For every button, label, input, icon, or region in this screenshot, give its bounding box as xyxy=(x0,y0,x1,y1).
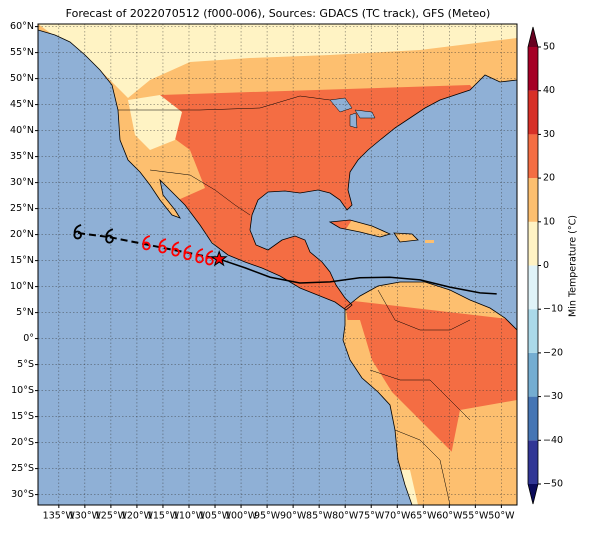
current-position xyxy=(210,250,228,267)
lake xyxy=(349,112,358,129)
colorbar-band xyxy=(528,265,538,310)
colorbar-tick-label: −50 xyxy=(543,479,563,490)
colorbar: −50 −40 −30 −20 −10 0 10 20 30 40 50 xyxy=(527,26,563,505)
y-tick-label: 15°N xyxy=(10,255,34,266)
x-tick-label: 60°W xyxy=(436,511,463,522)
x-tick-label: 115°W xyxy=(147,511,180,522)
colorbar-band xyxy=(528,178,538,222)
y-tick-label: 5°S xyxy=(17,359,34,370)
cyclone-symbol xyxy=(105,228,114,244)
plot-frame xyxy=(37,23,518,506)
cool-region xyxy=(128,95,182,150)
y-tick-label: 10°S xyxy=(11,385,34,396)
colorbar-band xyxy=(528,134,538,179)
y-tick-label: 20°S xyxy=(11,437,34,448)
x-tick-label: 50°W xyxy=(488,511,515,522)
colorbar-band xyxy=(528,352,538,397)
y-tick-label: 0° xyxy=(23,333,34,344)
colorbar-extend-max xyxy=(528,27,538,47)
colorbar-band xyxy=(528,47,538,91)
colorbar-tick-label: 10 xyxy=(543,216,555,227)
y-tick-label: 30°N xyxy=(10,177,34,188)
y-tick-label: 20°N xyxy=(10,229,34,240)
x-tick-label: 130°W xyxy=(69,511,102,522)
map-area xyxy=(38,24,517,505)
colorbar-band xyxy=(528,309,538,353)
y-tick-label: 55°N xyxy=(10,47,34,58)
y-tick-label: 50°N xyxy=(10,73,34,84)
colorbar-band xyxy=(528,90,538,135)
colorbar-tick-label: −10 xyxy=(543,304,563,315)
border xyxy=(369,369,471,421)
y-tick-label: 25°S xyxy=(11,463,34,474)
colorbar-tick-label: 20 xyxy=(543,173,555,184)
coastline xyxy=(342,281,517,505)
border xyxy=(118,95,331,111)
past-track xyxy=(77,232,110,239)
colorbar-tick-label: −40 xyxy=(543,435,563,446)
y-tick-label: 45°N xyxy=(10,99,34,110)
storm-track xyxy=(73,224,497,295)
y-tick-label: 10°N xyxy=(10,281,34,292)
axes: 135°W130°W125°W120°W115°W110°W105°W100°W… xyxy=(10,21,515,521)
x-tick-label: 65°W xyxy=(410,511,437,522)
x-tick-label: 90°W xyxy=(280,511,307,522)
coastline xyxy=(328,219,392,238)
title: Forecast of 2022070512 (f000-006), Sourc… xyxy=(66,7,491,20)
cyclone-symbol xyxy=(158,238,167,254)
border xyxy=(394,429,451,505)
x-tick-label: 80°W xyxy=(332,511,359,522)
x-tick-label: 105°W xyxy=(199,511,232,522)
lakes xyxy=(329,97,376,129)
cyclone-symbol xyxy=(183,244,192,261)
y-tick-label: 40°N xyxy=(10,125,34,136)
colorbar-band xyxy=(528,440,538,484)
x-tick-label: 125°W xyxy=(95,511,128,522)
x-tick-label: 55°W xyxy=(462,511,489,522)
x-tick-label: 120°W xyxy=(121,511,154,522)
grid xyxy=(38,24,517,505)
colorbar-tick-label: −30 xyxy=(543,391,563,402)
y-tick-label: 35°N xyxy=(10,151,34,162)
colorbar-tick-label: 0 xyxy=(543,260,549,271)
land-region xyxy=(440,400,517,505)
y-tick-label: 5°N xyxy=(16,307,34,318)
colorbar-extend-min xyxy=(528,484,538,504)
x-tick-label: 95°W xyxy=(254,511,281,522)
y-tick-label: 25°N xyxy=(10,203,34,214)
y-tick-label: 60°N xyxy=(10,21,34,32)
colorbar-tick-label: 30 xyxy=(543,129,555,140)
colorbar-tick-label: 50 xyxy=(543,42,555,53)
cyclone-symbol xyxy=(142,235,151,251)
border xyxy=(377,289,471,331)
x-tick-label: 85°W xyxy=(306,511,333,522)
colorbar-tick-label: −20 xyxy=(543,347,563,358)
coastline xyxy=(393,232,419,243)
x-tick-label: 135°W xyxy=(43,511,76,522)
lake xyxy=(354,109,376,119)
lake xyxy=(329,97,353,113)
colorbar-band xyxy=(528,396,538,441)
colorbar-label: Min Temperature (°C) xyxy=(568,215,579,317)
colorbar-band xyxy=(528,221,538,266)
colorbar-tick-label: 40 xyxy=(543,85,555,96)
cyclone-symbol xyxy=(73,224,82,240)
coastline xyxy=(38,24,517,311)
x-tick-label: 110°W xyxy=(173,511,206,522)
y-tick-label: 30°S xyxy=(11,489,34,500)
x-tick-label: 70°W xyxy=(384,511,411,522)
y-tick-label: 15°S xyxy=(11,411,34,422)
cyclone-symbol xyxy=(205,250,214,266)
cyclone-symbol xyxy=(195,248,204,264)
x-tick-label: 75°W xyxy=(358,511,385,522)
forecast-trajectory xyxy=(218,258,497,295)
x-tick-label: 100°W xyxy=(225,511,258,522)
cyclone-symbol xyxy=(171,241,180,257)
